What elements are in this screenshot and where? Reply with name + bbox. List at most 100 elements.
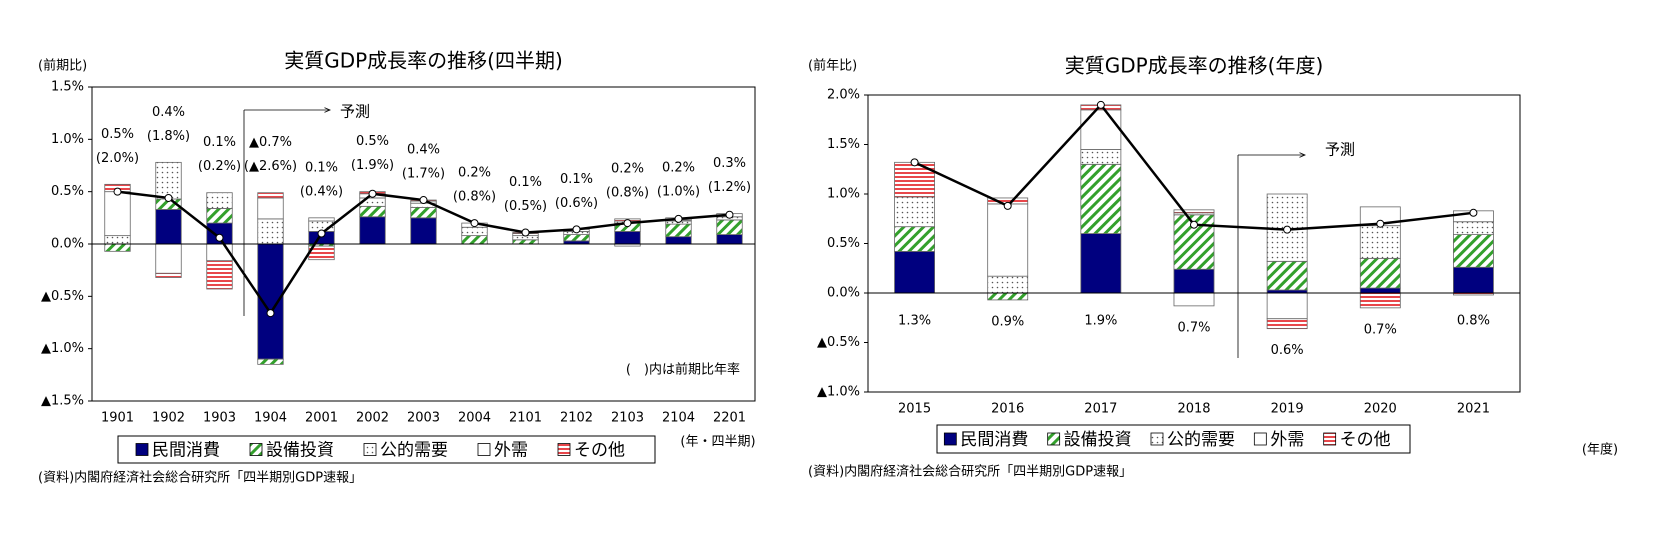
value-label: 1.9% [1084, 314, 1117, 329]
y-tick-label: ▲1.0% [817, 385, 860, 400]
bar-segment [1080, 149, 1122, 165]
growth-point [1003, 201, 1012, 210]
annualized-label: (1.7%) [402, 167, 445, 182]
growth-point [725, 210, 734, 219]
growth-point [1283, 225, 1292, 234]
growth-point [470, 219, 479, 228]
legend-swatch [1047, 432, 1061, 446]
annualized-label: (0.6%) [555, 196, 598, 211]
y-tick-label: ▲1.0% [41, 341, 84, 356]
x-tick-label: 2018 [1177, 402, 1210, 417]
value-label: 0.7% [1364, 322, 1397, 337]
x-tick-label: 2015 [898, 402, 931, 417]
y-tick-label: ▲0.5% [817, 335, 860, 350]
value-label: 0.4% [407, 143, 440, 158]
bar-segment [1266, 318, 1308, 330]
bar-segment [894, 226, 935, 252]
bar-segment [1080, 163, 1122, 235]
source: (資料)内閣府経済社会総合研究所「四半期別GDP速報」 [808, 464, 1132, 480]
bar-segment [1359, 287, 1401, 294]
y-tick-label: 0.5% [827, 236, 860, 251]
forecast-label: 予測 [340, 103, 370, 121]
annualized-label: (0.2%) [198, 159, 241, 174]
y-unit-label: (前年比) [808, 58, 857, 74]
legend-swatch [1323, 432, 1337, 446]
bar-segment [1359, 225, 1401, 259]
value-label: 0.2% [611, 161, 644, 176]
bar-segment [665, 236, 692, 245]
bar-segment [1266, 260, 1308, 291]
annualized-label: (1.0%) [657, 184, 700, 199]
bar-segment [987, 292, 1029, 301]
chart-title: 実質GDP成長率の推移(年度) [1065, 54, 1324, 78]
legend-swatch [1150, 432, 1164, 446]
legend-label: 公的需要 [380, 441, 448, 461]
bar-segment [410, 206, 437, 219]
chart-title: 実質GDP成長率の推移(四半期) [284, 49, 563, 73]
legend-swatch [363, 443, 377, 456]
bar-segment [155, 272, 182, 278]
value-label: 0.1% [560, 172, 593, 187]
bar-segment [1173, 209, 1215, 214]
bar-segment [104, 243, 131, 252]
x-tick-label: 2019 [1271, 402, 1304, 417]
legend-label: 民間消費 [960, 430, 1028, 450]
bar-segment [1266, 292, 1308, 320]
value-label: 0.1% [509, 175, 542, 190]
value-label: 0.2% [662, 160, 695, 175]
bar-segment [563, 234, 590, 242]
bar-segment [1453, 234, 1494, 268]
y-tick-label: 0.5% [51, 184, 84, 199]
growth-point [1469, 208, 1478, 217]
value-label: 1.3% [898, 314, 931, 329]
legend-swatch [135, 443, 149, 456]
value-label: 0.3% [713, 156, 746, 171]
legend-label: 民間消費 [152, 441, 220, 461]
growth-point [317, 229, 326, 238]
annualized-label: (1.8%) [147, 129, 190, 144]
bar-segment [1173, 268, 1215, 294]
y-tick-label: 1.0% [827, 187, 860, 202]
annualized-label: (0.8%) [453, 190, 496, 205]
bar-segment [257, 358, 284, 365]
value-label: 0.6% [1271, 343, 1304, 358]
legend-swatch [557, 443, 571, 456]
bar-segment [206, 192, 233, 209]
bar-segment [1173, 292, 1215, 307]
bar-segment [1359, 292, 1401, 309]
legend-label: 外需 [494, 441, 528, 461]
legend-label: 設備投資 [266, 441, 334, 461]
growth-point [419, 196, 428, 205]
x-tick-label: 2103 [611, 411, 644, 426]
x-tick-label: 2020 [1364, 402, 1397, 417]
growth-point [266, 309, 275, 318]
x-tick-label: 2001 [305, 411, 338, 426]
value-label: 0.2% [458, 166, 491, 181]
bar-segment [894, 251, 935, 294]
bar-segment [987, 275, 1029, 294]
bar-segment [461, 235, 488, 245]
bar-segment [308, 217, 335, 222]
bar-segment [257, 218, 284, 245]
growth-point [521, 228, 530, 237]
growth-point [572, 225, 581, 234]
bar-segment [1080, 109, 1122, 150]
growth-point [623, 219, 632, 228]
value-label: 0.1% [305, 160, 338, 175]
y-tick-label: ▲0.5% [41, 289, 84, 304]
bar-segment [987, 203, 1029, 277]
bar-segment [1453, 266, 1494, 294]
x-tick-label: 2021 [1457, 402, 1490, 417]
x-tick-label: 2004 [458, 411, 491, 426]
x-tick-label: 2104 [662, 411, 695, 426]
value-label: 0.8% [1457, 314, 1490, 329]
annualized-label: (0.4%) [300, 184, 343, 199]
bar-segment [104, 235, 131, 245]
growth-point [674, 214, 683, 223]
value-label: 0.5% [356, 134, 389, 149]
y-tick-label: 0.0% [51, 237, 84, 252]
x-tick-label: 2002 [356, 411, 389, 426]
note: ( )内は前期比年率 [626, 362, 740, 378]
value-label: 0.1% [203, 135, 236, 150]
